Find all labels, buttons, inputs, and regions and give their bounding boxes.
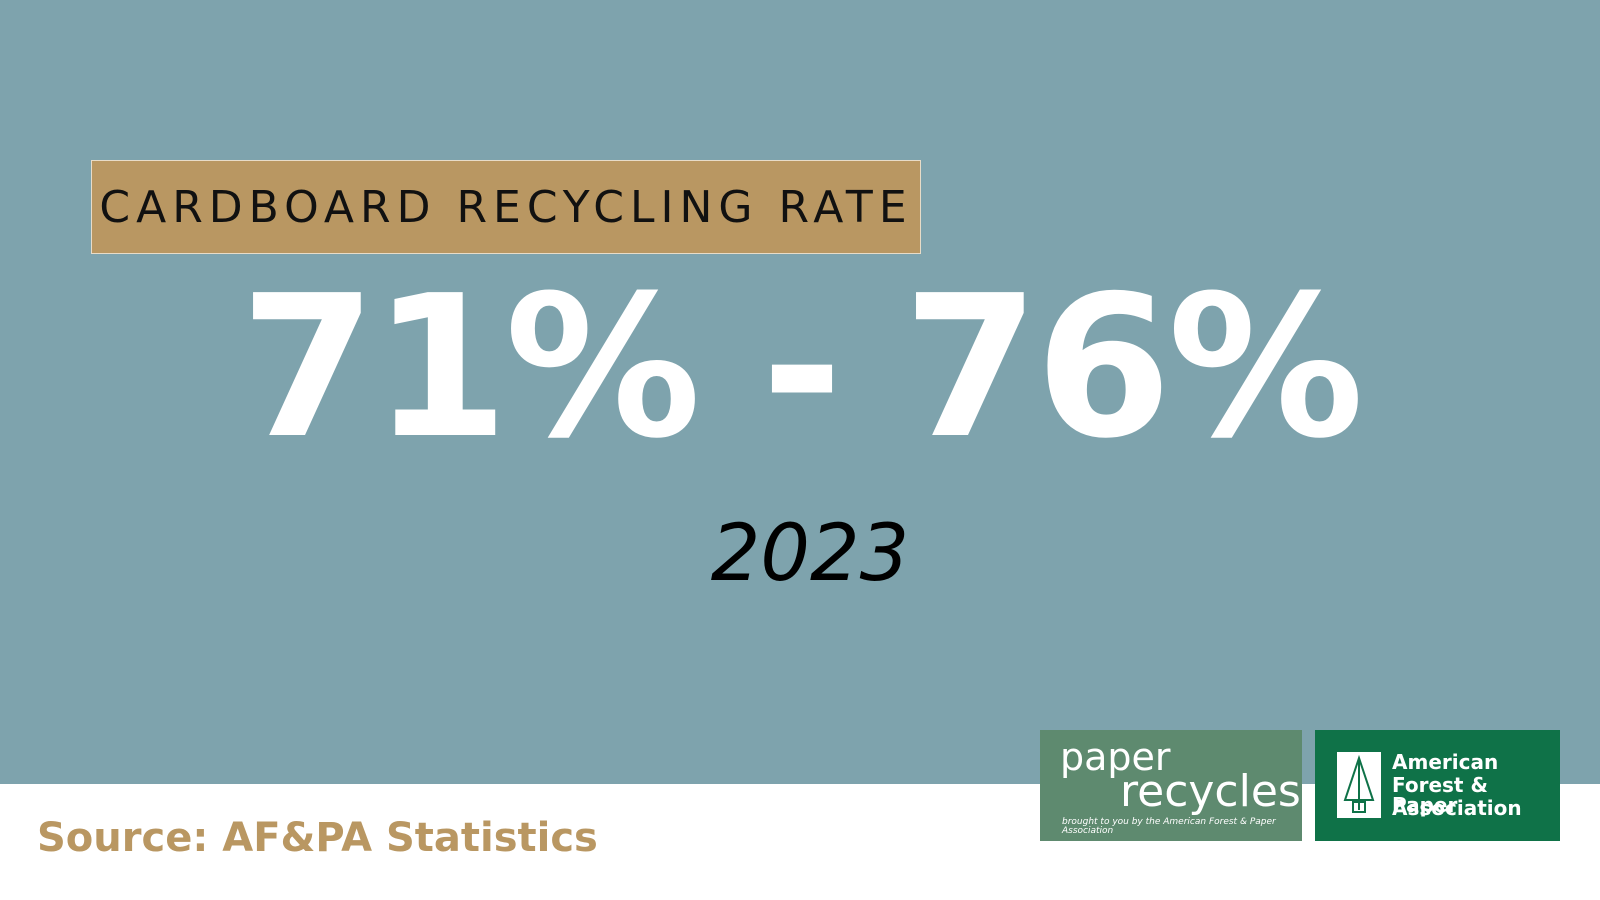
stat-year: 2023 [710,509,910,599]
afpa-logo: American Forest & Paper Association [1315,730,1560,841]
title-box: CARDBOARD RECYCLING RATE [91,160,921,254]
logo-text: recycles [1120,766,1301,817]
paper-recycles-logo: paper recycles brought to you by the Ame… [1040,730,1302,841]
logo-text: Association [1392,796,1522,820]
title: CARDBOARD RECYCLING RATE [99,181,913,233]
tree-icon [1337,752,1381,818]
logo-text: paper [1060,735,1171,779]
logo-text: American [1392,750,1499,774]
logo-text: Forest & Paper [1392,773,1488,817]
logo-tagline: brought to you by the American Forest & … [1062,817,1276,836]
source: Source: AF&PA Statistics [37,815,598,861]
stat-value: 71% - 76% [239,254,1364,482]
background-panel [0,0,1600,784]
